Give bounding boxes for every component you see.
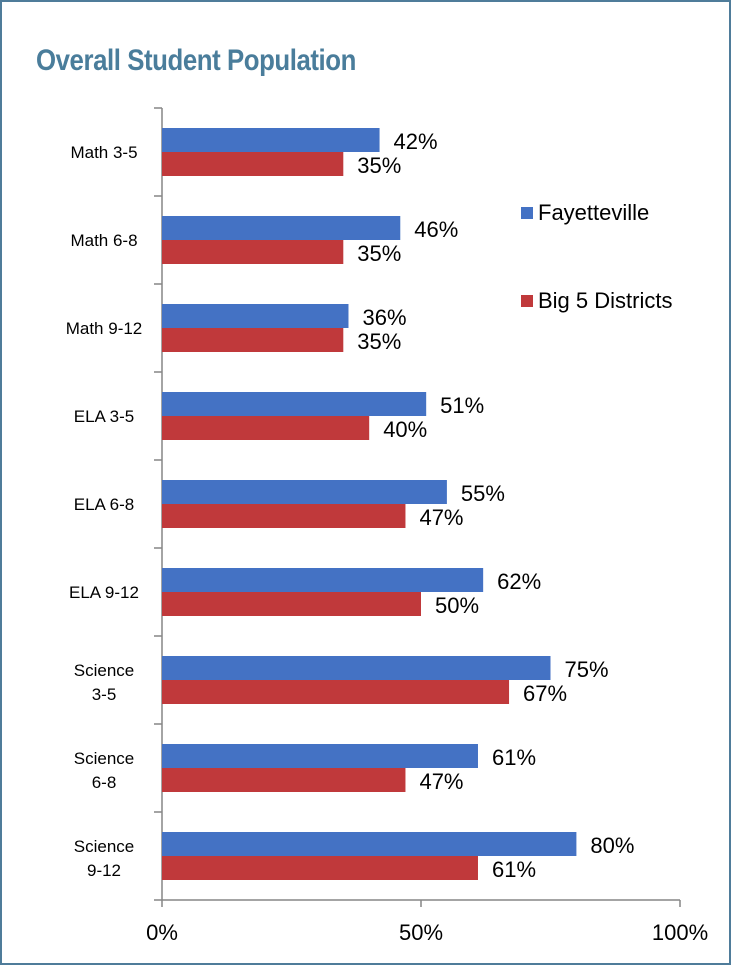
data-label: 61% bbox=[492, 857, 536, 882]
legend-label: Big 5 Districts bbox=[538, 288, 673, 313]
data-label: 42% bbox=[394, 129, 438, 154]
chart-legend: Fayetteville Big 5 Districts bbox=[521, 0, 726, 320]
legend-swatch bbox=[521, 207, 533, 219]
data-label: 35% bbox=[357, 241, 401, 266]
bar-big5 bbox=[162, 768, 406, 792]
y-category-label: Science 9-12 bbox=[74, 837, 134, 880]
y-category-label: Science 3-5 bbox=[74, 661, 134, 704]
x-tick-label: 0% bbox=[146, 920, 178, 945]
bar-big5 bbox=[162, 504, 406, 528]
bar-big5 bbox=[162, 680, 510, 704]
data-label: 61% bbox=[492, 745, 536, 770]
legend-item-big5: Big 5 Districts bbox=[521, 288, 672, 314]
legend-swatch bbox=[521, 295, 533, 307]
y-category-label: ELA 9-12 bbox=[69, 583, 139, 602]
bar-big5 bbox=[162, 592, 421, 616]
x-tick-label: 100% bbox=[652, 920, 708, 945]
data-label: 50% bbox=[435, 593, 479, 618]
data-label: 51% bbox=[440, 393, 484, 418]
bar-fayetteville bbox=[162, 304, 349, 328]
data-label: 40% bbox=[383, 417, 427, 442]
bar-big5 bbox=[162, 856, 478, 880]
bar-fayetteville bbox=[162, 744, 478, 768]
x-tick-label: 50% bbox=[399, 920, 443, 945]
bar-big5 bbox=[162, 416, 370, 440]
data-label: 47% bbox=[419, 505, 463, 530]
data-label: 62% bbox=[497, 569, 541, 594]
bar-big5 bbox=[162, 152, 344, 176]
y-category-label: Math 9-12 bbox=[66, 319, 143, 338]
data-label: 46% bbox=[414, 217, 458, 242]
legend-item-fayetteville: Fayetteville bbox=[521, 200, 649, 226]
bar-fayetteville bbox=[162, 568, 484, 592]
data-label: 67% bbox=[523, 681, 567, 706]
y-category-label: Math 6-8 bbox=[70, 231, 137, 250]
legend-label: Fayetteville bbox=[538, 200, 650, 225]
data-label: 75% bbox=[565, 657, 609, 682]
data-label: 80% bbox=[590, 833, 634, 858]
bar-big5 bbox=[162, 328, 344, 352]
data-label: 35% bbox=[357, 153, 401, 178]
bar-fayetteville bbox=[162, 832, 577, 856]
data-label: 55% bbox=[461, 481, 505, 506]
bar-fayetteville bbox=[162, 392, 427, 416]
data-label: 36% bbox=[362, 305, 406, 330]
bar-fayetteville bbox=[162, 480, 447, 504]
data-label: 35% bbox=[357, 329, 401, 354]
y-category-label: ELA 3-5 bbox=[74, 407, 135, 426]
y-category-label: Science 6-8 bbox=[74, 749, 134, 792]
y-category-label: Math 3-5 bbox=[70, 143, 137, 162]
bar-fayetteville bbox=[162, 216, 401, 240]
bar-fayetteville bbox=[162, 128, 380, 152]
bar-big5 bbox=[162, 240, 344, 264]
bar-fayetteville bbox=[162, 656, 551, 680]
chart-title: Overall Student Population bbox=[36, 44, 356, 77]
y-category-label: ELA 6-8 bbox=[74, 495, 135, 514]
data-label: 47% bbox=[419, 769, 463, 794]
